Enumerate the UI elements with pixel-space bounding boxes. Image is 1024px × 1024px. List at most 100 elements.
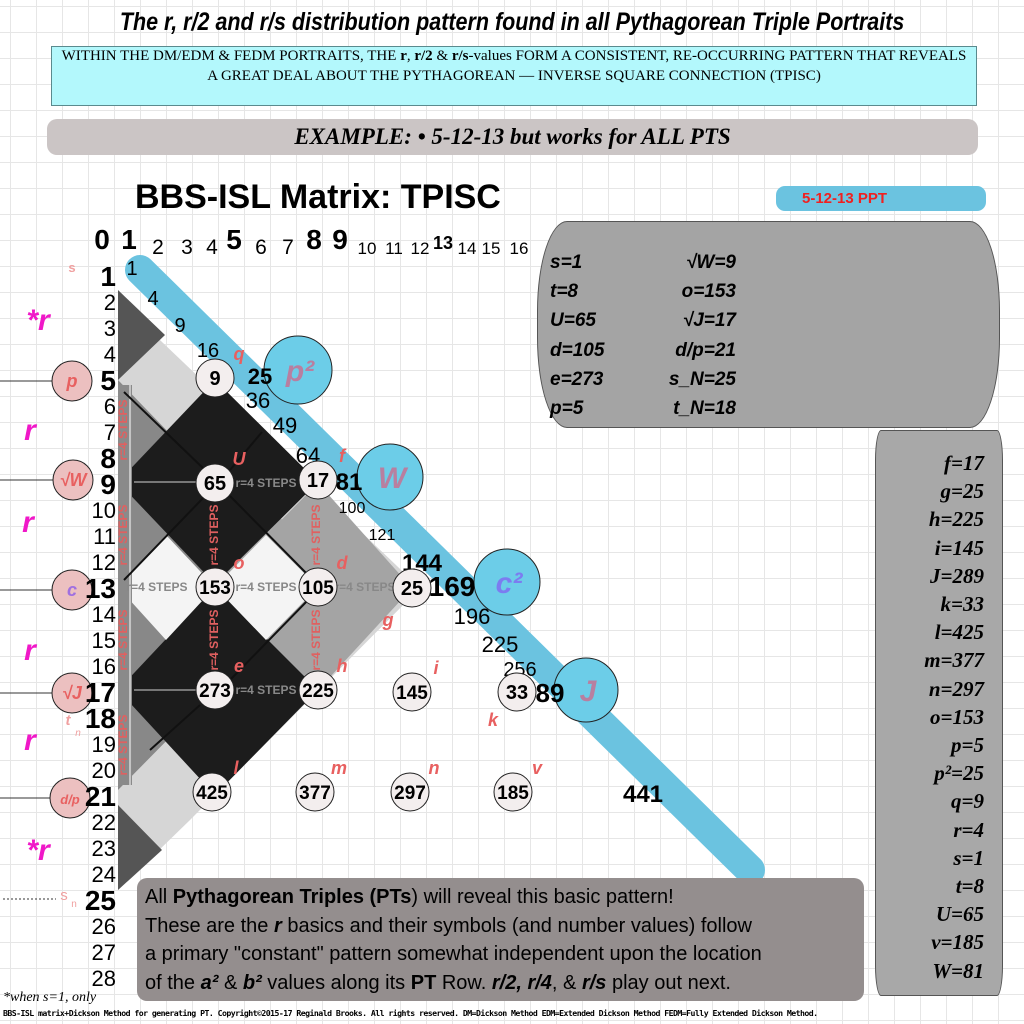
values-right-column: √W=9 o=153 √J=17 d/p=21 s_N=25 t_N=18 (646, 248, 736, 423)
legend-panel: f=17 g=25 h=225 i=145 J=289 k=33 l=425 m=377 n=2… (875, 430, 1003, 996)
r-marker: *r (26, 834, 52, 867)
cell-value: 33 (506, 682, 528, 704)
diagonal-value: 16 (197, 340, 219, 362)
legend-item: o=153 (930, 704, 984, 729)
bubbles: p² Wc² Jp √W c √J d/p (0, 335, 619, 819)
row-label: 14 (92, 602, 116, 627)
legend-item: s=1 (953, 845, 984, 870)
step-labels: r=4 STEPS r=4 STEPS r=4 STEPS r=4 STEPS r=4 … (116, 399, 396, 775)
step-arrows (134, 481, 200, 691)
column-header: 8 (306, 224, 322, 255)
note-text: Row. (436, 971, 492, 994)
cell-symbol: n (429, 758, 440, 778)
column-header: 5 (226, 224, 242, 255)
row-label: 25 (85, 885, 116, 916)
note-bold: r (273, 914, 282, 937)
step-label-vertical: r=4 STEPS (116, 504, 130, 565)
legend-item: f=17 (944, 451, 984, 475)
note-text: play out next. (606, 971, 731, 994)
cell-value: 377 (299, 783, 331, 804)
page-title: The r, r/2 and r/s distribution pattern … (119, 8, 905, 36)
row-label: 23 (92, 836, 116, 861)
subtitle-text: & (432, 48, 452, 64)
note-text: ) will reveal this basic pattern! (411, 886, 674, 908)
cells: 9q65U17f153o105d25g273e225h145i33k425l37… (192, 344, 543, 812)
left-bubble (51, 569, 93, 611)
row-label: 8 (100, 443, 116, 474)
axis-labels: 0 1 2 3 4 5 6 7 8 9 10 11 12 13 14 15 161234567891011121… (85, 224, 529, 991)
step-label-vertical: r=4 STEPS (116, 609, 130, 670)
diagonal-value: 89 (536, 678, 565, 708)
column-header: 11 (385, 239, 403, 258)
cell-symbol: e (234, 656, 244, 676)
cell-symbol: U (233, 449, 247, 469)
value-item: √J=17 (682, 310, 736, 332)
row-label: 11 (93, 524, 116, 549)
diagonal-value: 9 (174, 315, 185, 337)
step-label-vertical: r=4 STEPS (309, 609, 323, 670)
cell-value: 105 (302, 578, 334, 599)
diagonal-values: 1491625364964811001211441691962252568944… (126, 258, 663, 808)
arrows (123, 391, 311, 751)
row-label: 24 (92, 862, 116, 887)
subtitle-line2: A GREAT DEAL ABOUT THE PYTHAGOREAN — INV… (207, 67, 821, 84)
column-header: 10 (358, 239, 377, 258)
note-text: These are the (145, 914, 274, 937)
cell-circle (195, 567, 235, 607)
note-text: & (218, 971, 243, 994)
note-text: , & (551, 971, 582, 994)
row-label: 20 (92, 758, 116, 783)
cell-circle (298, 670, 338, 710)
left-strip (118, 385, 132, 785)
legend-item: n=297 (928, 676, 984, 701)
cell-value: 17 (307, 470, 329, 492)
legend-item: q=9 (951, 789, 984, 814)
step-label-horizontal: r=4 STEPS (126, 580, 187, 594)
cell-circle (298, 460, 338, 500)
cell-symbol: m (331, 758, 347, 778)
cell-circle (390, 772, 430, 812)
cell-symbol: q (234, 344, 245, 364)
value-item: U=65 (550, 310, 596, 332)
subtitle-rs: r/s (451, 48, 469, 64)
legend-item: m=377 (924, 648, 984, 673)
legend-item: p²=25 (934, 761, 984, 786)
r-marker: r (24, 724, 38, 757)
row-label: 26 (92, 914, 116, 939)
diagonal-value: 100 (339, 500, 366, 517)
copyright: BBS-ISL matrix+Dickson Method for genera… (3, 1008, 818, 1018)
matrix-title: BBS-ISL Matrix: TPISC (135, 178, 501, 216)
cell-circle (195, 358, 235, 398)
cell-value: 185 (497, 783, 529, 804)
cell-circle (195, 463, 235, 503)
row-label: 18 (85, 703, 116, 734)
row-label: 4 (104, 342, 116, 367)
legend-item: k=33 (940, 592, 984, 617)
cell-value: 65 (204, 473, 226, 495)
left-bubble (49, 777, 91, 819)
step-label-horizontal: r=4 STEPS (235, 580, 296, 594)
row-label: 10 (92, 498, 116, 523)
left-bubble-label: p (66, 371, 78, 391)
cell-circle (392, 672, 432, 712)
subtitle-box: WITHIN THE DM/EDM & FEDM PORTRAITS, THE … (51, 46, 977, 106)
left-bubble (51, 672, 93, 714)
row-label: 19 (92, 732, 116, 757)
note-text: a primary "constant" pattern somewhat in… (145, 943, 762, 965)
square-bubble-label: p² (285, 355, 315, 388)
cell-value: 9 (209, 368, 220, 390)
r-marker: r (22, 506, 36, 539)
column-header: 15 (482, 239, 501, 258)
subtitle-r2: r/2 (414, 48, 433, 64)
cell-value: 425 (196, 783, 228, 804)
diagonal-value: 4 (147, 288, 158, 310)
note-bold: Pythagorean Triples (PTs (172, 886, 412, 908)
cell-circle (295, 772, 335, 812)
row-label: 21 (85, 781, 116, 812)
value-item: e=273 (550, 368, 604, 390)
cell-symbol: v (532, 758, 543, 778)
note-text: of the (145, 971, 201, 994)
cell-circle (392, 568, 432, 608)
